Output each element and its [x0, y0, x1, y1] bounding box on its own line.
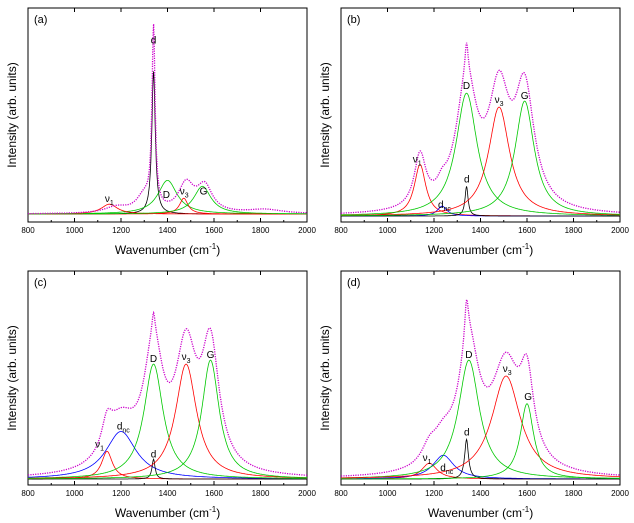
chart-panel-3: 800 1000 1200 1400 1600 1800 2000 (c) Wavenumber… [5, 270, 316, 520]
x-tick-label: 1800 [565, 226, 583, 235]
peak-label-1: ν1 [413, 155, 422, 168]
series-d-line [28, 458, 307, 480]
curves [28, 23, 307, 215]
x-tick-label: 1600 [518, 226, 536, 235]
x-tick-label: 1600 [205, 226, 223, 235]
peak-label-d: d [151, 449, 157, 460]
series-G-line [28, 359, 307, 480]
peak-label-G: G [200, 186, 208, 197]
x-tick-label: 1200 [112, 489, 130, 498]
series-D-line [341, 359, 620, 479]
panel-label: (c) [34, 277, 47, 289]
panel-label: (d) [347, 277, 360, 289]
peak-label-G: G [524, 392, 532, 403]
curves [341, 299, 620, 480]
peak-label-dnc: dnc [438, 200, 451, 213]
series-d-line [341, 186, 620, 217]
curves [28, 310, 307, 480]
chart-panel-1: 800 1000 1200 1400 1600 1800 2000 (a) Wavenumber… [5, 7, 316, 257]
y-axis-label: Intensity (arb. units) [5, 325, 19, 430]
peak-label-3: ν3 [180, 186, 189, 199]
y-axis-label: Intensity (arb. units) [318, 62, 332, 167]
peak-label-d: d [151, 36, 157, 47]
series-D-line [341, 92, 620, 216]
peak-label-1: ν1 [105, 194, 114, 207]
chart-panel-4: 800 1000 1200 1400 1600 1800 2000 (d) Wavenumber… [318, 270, 629, 520]
x-tick-label: 1800 [252, 489, 270, 498]
x-axis-label: Wavenumber (cm-1) [115, 505, 220, 520]
x-tick-label: 1000 [379, 489, 397, 498]
peak-label-dnc: dnc [440, 463, 453, 476]
x-tick-label: 800 [21, 226, 35, 235]
peak-label-D: D [163, 190, 170, 201]
x-tick-label: 1400 [472, 226, 490, 235]
x-tick-label: 1800 [252, 226, 270, 235]
series-dnc-line [28, 431, 307, 479]
peak-label-1: ν1 [423, 453, 432, 466]
peak-label-d: d [464, 174, 470, 185]
series-3-line [341, 375, 620, 479]
x-axis-label: Wavenumber (cm-1) [428, 505, 533, 520]
x-tick-label: 800 [334, 489, 348, 498]
peak-label-D: D [465, 350, 472, 361]
peak-label-D: D [150, 354, 157, 365]
peak-label-d: d [464, 427, 470, 438]
curves [341, 42, 620, 217]
peak-label-3: ν3 [503, 364, 512, 377]
x-tick-label: 1200 [425, 489, 443, 498]
peak-label-dnc: dnc [117, 422, 130, 435]
peak-label-3: ν3 [495, 95, 504, 108]
x-tick-label: 2000 [611, 226, 629, 235]
x-tick-label: 2000 [298, 226, 316, 235]
peak-label-G: G [521, 91, 529, 102]
panel-label: (b) [347, 14, 360, 26]
series-dnc-line [341, 454, 620, 480]
x-tick-label: 800 [334, 226, 348, 235]
x-axis-label: Wavenumber (cm-1) [428, 242, 533, 257]
x-tick-label: 1200 [425, 226, 443, 235]
peak-label-G: G [207, 350, 215, 361]
x-tick-label: 1000 [379, 226, 397, 235]
series-spectrum-line [341, 42, 620, 214]
series-3-line [28, 363, 307, 479]
x-tick-label: 1400 [472, 489, 490, 498]
x-tick-label: 1800 [565, 489, 583, 498]
x-tick-label: 2000 [611, 489, 629, 498]
x-tick-label: 2000 [298, 489, 316, 498]
plot-frame [340, 270, 621, 486]
panel-label: (a) [34, 14, 47, 26]
series-spectrum-line [341, 299, 620, 477]
peak-label-3: ν3 [182, 352, 191, 365]
series-3-line [341, 106, 620, 216]
y-axis-label: Intensity (arb. units) [318, 325, 332, 430]
x-axis-label: Wavenumber (cm-1) [115, 242, 220, 257]
series-D-line [28, 363, 307, 479]
x-tick-label: 1400 [159, 226, 177, 235]
x-tick-label: 800 [21, 489, 35, 498]
x-tick-label: 1200 [112, 226, 130, 235]
series-spectrum-line [28, 310, 307, 476]
series-G-line [341, 100, 620, 216]
x-tick-label: 1600 [205, 489, 223, 498]
x-tick-label: 1600 [518, 489, 536, 498]
x-tick-label: 1400 [159, 489, 177, 498]
peak-label-1: ν1 [95, 439, 104, 452]
x-tick-label: 1000 [66, 489, 84, 498]
peak-label-D: D [463, 81, 470, 92]
chart-panel-2: 800 1000 1200 1400 1600 1800 2000 (b) Wavenumber… [318, 7, 629, 257]
x-tick-label: 1000 [66, 226, 84, 235]
plot-frame [27, 270, 308, 486]
series-G-line [341, 403, 620, 480]
series-G-line [28, 185, 307, 215]
y-axis-label: Intensity (arb. units) [5, 62, 19, 167]
series-spectrum-line [28, 23, 307, 215]
